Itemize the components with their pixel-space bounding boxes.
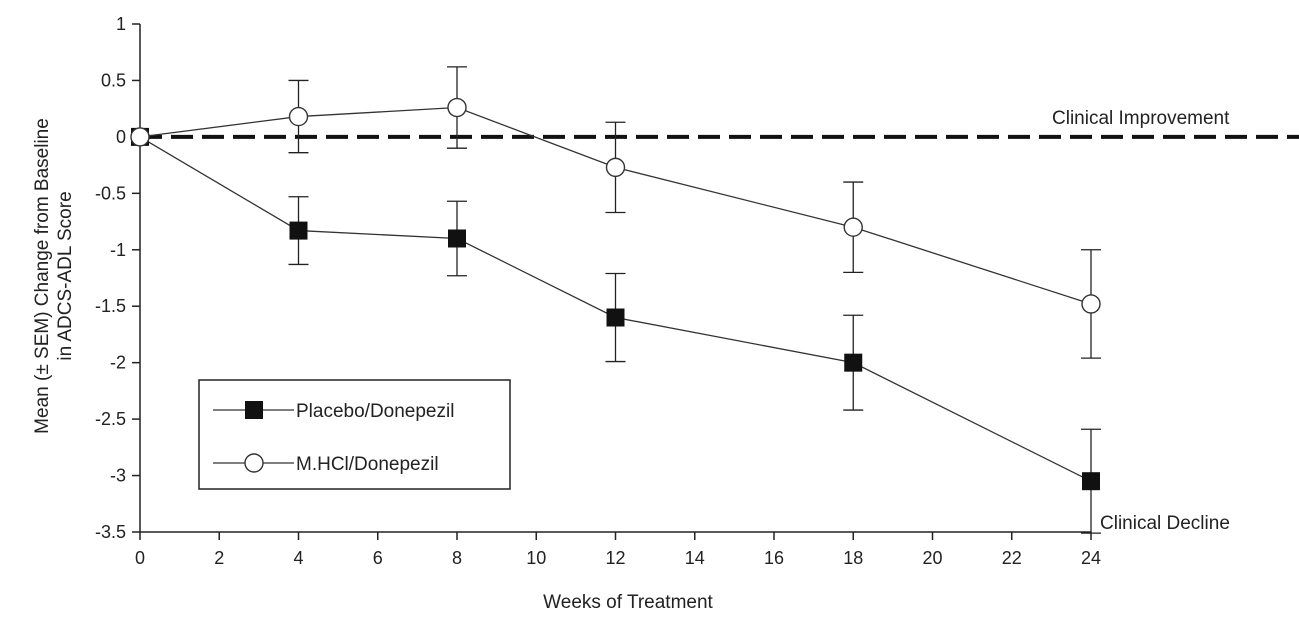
y-tick-label: -1.5: [95, 296, 126, 316]
series-line: [139, 136, 1092, 482]
legend: Placebo/Donepezil M.HCl/Donepezil: [198, 379, 511, 490]
series-layer: [130, 66, 1101, 534]
data-point-square: [1082, 472, 1100, 491]
x-tick-label: 12: [605, 548, 625, 568]
x-tick-label: 18: [843, 548, 863, 568]
axes-layer: 10.50-0.5-1-1.5-2-2.5-3-3.50 2 4 6 8 10 12 14 16…: [95, 14, 1299, 568]
x-tick-label: 0: [135, 548, 145, 568]
data-point-circle: [843, 217, 863, 237]
y-axis-title-line-1: Mean (± SEM) Change from Baseline: [32, 118, 53, 434]
y-tick-label: -2.5: [95, 409, 126, 429]
data-point-square: [606, 308, 625, 327]
legend-marker-mhcl: [244, 453, 264, 473]
y-tick-label: -3.5: [95, 522, 126, 542]
x-tick-label: 14: [685, 548, 705, 568]
data-point-circle: [130, 127, 150, 147]
x-tick-label: 6: [373, 548, 383, 568]
y-tick-label: -1: [110, 240, 126, 260]
y-tick-label: -3: [110, 466, 126, 486]
x-tick-label: 2: [214, 548, 224, 568]
x-tick-label: 24: [1081, 548, 1101, 568]
data-point-circle: [288, 106, 309, 127]
x-tick-label: 4: [293, 548, 303, 568]
y-tick-label: -0.5: [95, 183, 126, 203]
x-tick-label: 20: [922, 548, 942, 568]
data-point-circle: [447, 97, 467, 118]
data-point-circle: [1081, 294, 1101, 314]
x-tick-label: 8: [452, 548, 462, 568]
y-tick-label: 0.5: [101, 70, 126, 90]
y-tick-label: 0: [116, 127, 126, 147]
x-tick-label: 16: [764, 548, 784, 568]
x-axis-title: Weeks of Treatment: [543, 592, 713, 613]
legend-label-placebo: Placebo/Donepezil: [296, 401, 454, 422]
data-point-square: [844, 353, 863, 372]
x-tick-label: 22: [1002, 548, 1022, 568]
y-tick-label: -2: [110, 353, 126, 373]
x-tick-label: 10: [526, 548, 546, 568]
legend-label-mhcl: M.HCl/Donepezil: [296, 454, 439, 475]
data-point-circle: [605, 157, 626, 178]
clinical-improvement-label: Clinical Improvement: [1052, 108, 1230, 129]
legend-marker-placebo: [245, 401, 263, 419]
y-axis-title-line-2: in ADCS-ADL Score: [55, 191, 76, 360]
clinical-decline-label: Clinical Decline: [1100, 513, 1230, 534]
y-tick-label: 1: [116, 14, 126, 34]
series-line: [139, 106, 1092, 305]
data-point-square: [289, 221, 308, 240]
data-point-square: [448, 229, 466, 248]
